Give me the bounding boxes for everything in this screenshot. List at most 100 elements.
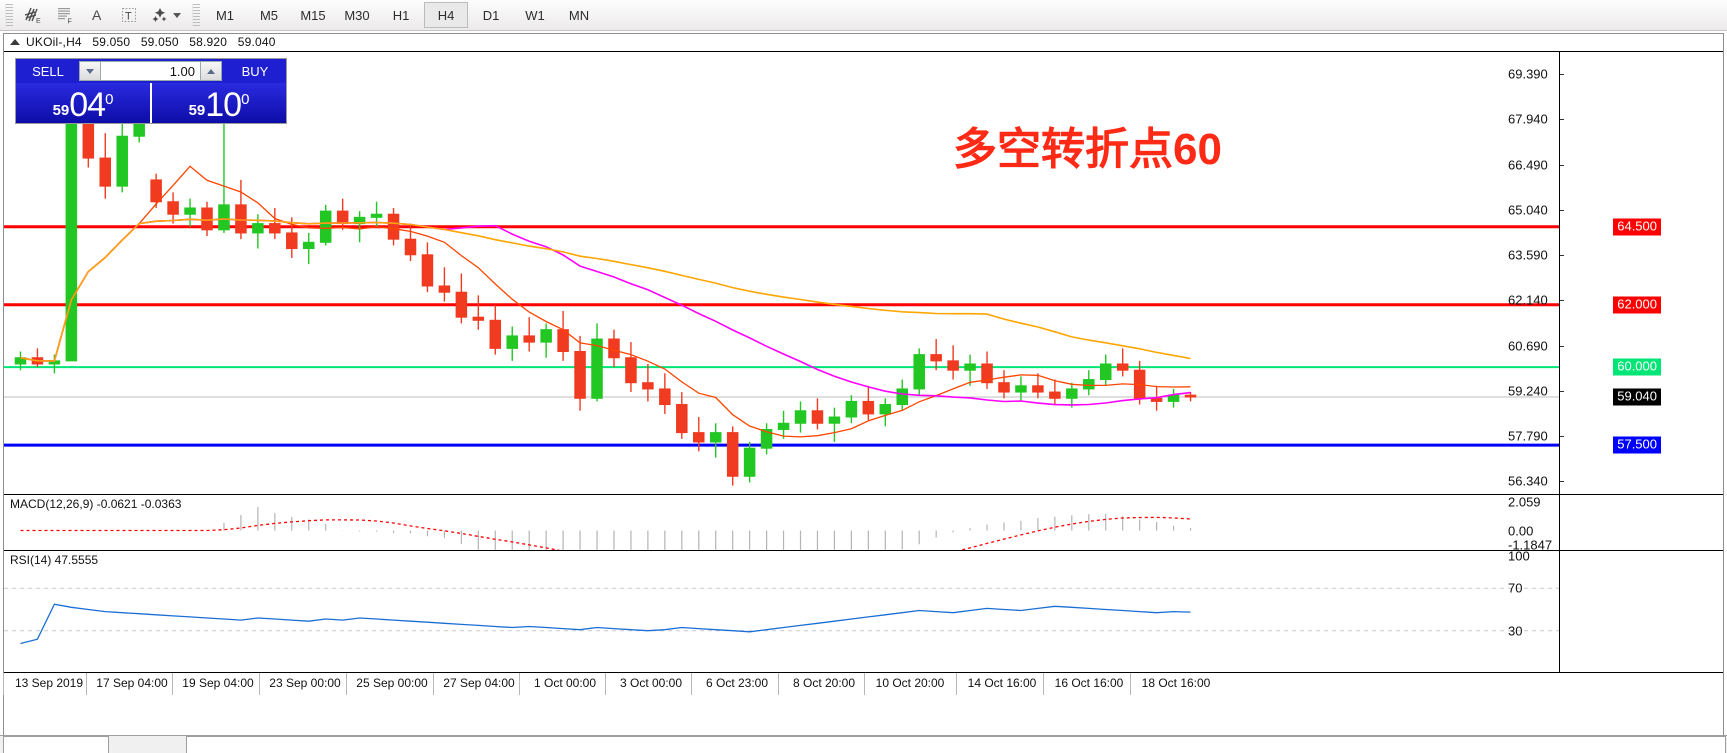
sell-price-fraction: 0 xyxy=(105,91,114,108)
volume-decrement-button[interactable] xyxy=(79,61,101,81)
candle-body xyxy=(116,135,128,187)
time-axis-label: 3 Oct 00:00 xyxy=(619,676,683,690)
rsi-title: RSI(14) 47.5555 xyxy=(10,553,99,567)
candle-body xyxy=(421,254,434,287)
time-axis-label: 27 Sep 04:00 xyxy=(443,676,515,690)
timeframe-h4[interactable]: H4 xyxy=(424,2,468,28)
candle-body xyxy=(998,382,1010,393)
volume-stepper[interactable]: 1.00 xyxy=(79,61,222,81)
sell-button[interactable]: SELL xyxy=(32,63,64,79)
symbol-label: UKOil-,H4 xyxy=(26,35,82,49)
time-axis-separator xyxy=(605,673,606,695)
macd-plot-area[interactable] xyxy=(4,495,1560,550)
buy-price-prefix: 59 xyxy=(188,102,206,119)
one-click-trading-panel[interactable]: SELL 1.00 BUY 59 04 0 59 10 0 xyxy=(15,58,287,124)
price-tag: 57.500 xyxy=(1613,436,1661,454)
price-tag: 62.000 xyxy=(1613,296,1661,314)
rsi-pane[interactable]: RSI(14) 47.5555 100 70 30 13 Sep 2019 17 Se… xyxy=(3,548,1723,695)
timeframe-m30[interactable]: M30 xyxy=(344,7,370,23)
text-label-icon[interactable]: T xyxy=(114,2,144,28)
price-axis-tick xyxy=(1560,345,1564,347)
candle-body xyxy=(184,207,196,215)
rsi-plot-area[interactable] xyxy=(4,551,1560,673)
candle-body xyxy=(404,238,417,256)
toolbar-grip[interactable] xyxy=(5,4,13,26)
macd-signal-line xyxy=(20,516,1191,550)
symbol-quote-line: UKOil-,H4 59.050 59.050 58.920 59.040 xyxy=(4,34,1723,50)
price-axis-label: 56.340 xyxy=(1508,473,1548,489)
timeframe-m15[interactable]: M15 xyxy=(300,7,326,23)
candle-body xyxy=(659,388,671,406)
candle-body xyxy=(523,335,535,343)
price-axis-tick xyxy=(1560,119,1564,121)
candle-body xyxy=(150,179,162,203)
moving-average-line xyxy=(20,165,1191,438)
candle-body xyxy=(591,338,603,399)
candle-body xyxy=(642,382,654,390)
candle-body xyxy=(218,204,230,231)
timeframe-m1[interactable]: M1 xyxy=(215,7,235,23)
volume-input[interactable]: 1.00 xyxy=(101,61,200,81)
time-axis-separator xyxy=(433,673,434,695)
chart-tab-2[interactable] xyxy=(186,736,1726,753)
candle-body xyxy=(828,416,841,424)
indicators-icon[interactable]: E xyxy=(18,2,48,28)
trade-panel-prices: 59 04 0 59 10 0 xyxy=(16,83,286,123)
chart-window[interactable]: UKOil-,H4 59.050 59.050 58.920 59.040 69… xyxy=(3,33,1724,736)
volume-increment-button[interactable] xyxy=(200,61,222,81)
candle-body xyxy=(1184,394,1197,398)
sell-price-display[interactable]: 59 04 0 xyxy=(16,83,152,123)
candle-body xyxy=(726,432,739,477)
time-axis[interactable]: 13 Sep 2019 17 Sep 04:00 19 Sep 04:00 23 Se… xyxy=(3,672,1723,695)
chart-annotation-text[interactable]: 多空转折点60 xyxy=(953,125,1222,174)
time-axis-separator xyxy=(864,673,865,695)
price-pane[interactable]: 69.390 67.940 66.490 65.040 63.590 62.140 60.6… xyxy=(4,51,1723,494)
chevron-down-icon xyxy=(86,68,94,74)
candle-body xyxy=(506,335,518,349)
macd-axis-label: -1.1847 xyxy=(1508,537,1553,553)
text-tool-icon[interactable]: A xyxy=(82,2,112,28)
timeframe-grip[interactable] xyxy=(192,4,200,26)
macd-pane[interactable]: MACD(12,26,9) -0.0621 -0.0363 2.059 0.00-… xyxy=(4,494,1723,553)
candle-body xyxy=(201,207,213,231)
candle-body xyxy=(862,400,875,415)
svg-text:T: T xyxy=(125,11,132,23)
price-axis-tick xyxy=(1560,255,1564,257)
collapse-triangle-icon[interactable] xyxy=(10,39,20,45)
chart-tab-1[interactable] xyxy=(3,736,109,753)
buy-price-display[interactable]: 59 10 0 xyxy=(152,83,286,123)
crosshair-template-icon[interactable]: F xyxy=(50,2,80,28)
candle-body xyxy=(438,285,451,293)
price-axis-label: 62.140 xyxy=(1508,292,1548,308)
time-axis-separator xyxy=(86,673,87,695)
buy-button[interactable]: BUY xyxy=(241,63,269,79)
timeframe-mn[interactable]: MN xyxy=(568,7,590,23)
price-plot-area[interactable] xyxy=(4,52,1560,494)
chevron-down-icon[interactable] xyxy=(172,12,181,18)
candle-body xyxy=(235,204,247,234)
svg-text:F: F xyxy=(68,19,72,26)
chart-tab-strip[interactable] xyxy=(0,735,1727,753)
price-axis-label: 69.390 xyxy=(1508,66,1548,82)
timeframe-w1[interactable]: W1 xyxy=(525,7,545,23)
timeframe-m5[interactable]: M5 xyxy=(259,7,279,23)
time-axis-separator xyxy=(259,673,260,695)
timeframe-h1[interactable]: H1 xyxy=(392,7,410,23)
price-axis-tick xyxy=(1560,481,1564,483)
objects-icon[interactable] xyxy=(146,2,184,28)
candle-body xyxy=(896,388,909,406)
quote-high: 59.050 xyxy=(140,35,179,49)
macd-axis-label: 2.059 xyxy=(1508,494,1541,510)
price-axis[interactable]: 69.390 67.940 66.490 65.040 63.590 62.140 60.6… xyxy=(1508,52,1723,494)
time-axis-separator xyxy=(172,673,173,695)
time-axis-separator xyxy=(519,673,520,695)
time-axis-separator xyxy=(346,673,347,695)
rsi-axis-label: 100 xyxy=(1508,548,1530,564)
timeframe-d1[interactable]: D1 xyxy=(482,7,500,23)
candle-body xyxy=(608,338,620,359)
candle-body xyxy=(319,210,332,243)
price-axis-tick xyxy=(1560,209,1564,211)
time-axis-label: 17 Sep 04:00 xyxy=(96,676,168,690)
price-tag: 64.500 xyxy=(1613,218,1661,236)
time-axis-separator xyxy=(1043,673,1044,695)
